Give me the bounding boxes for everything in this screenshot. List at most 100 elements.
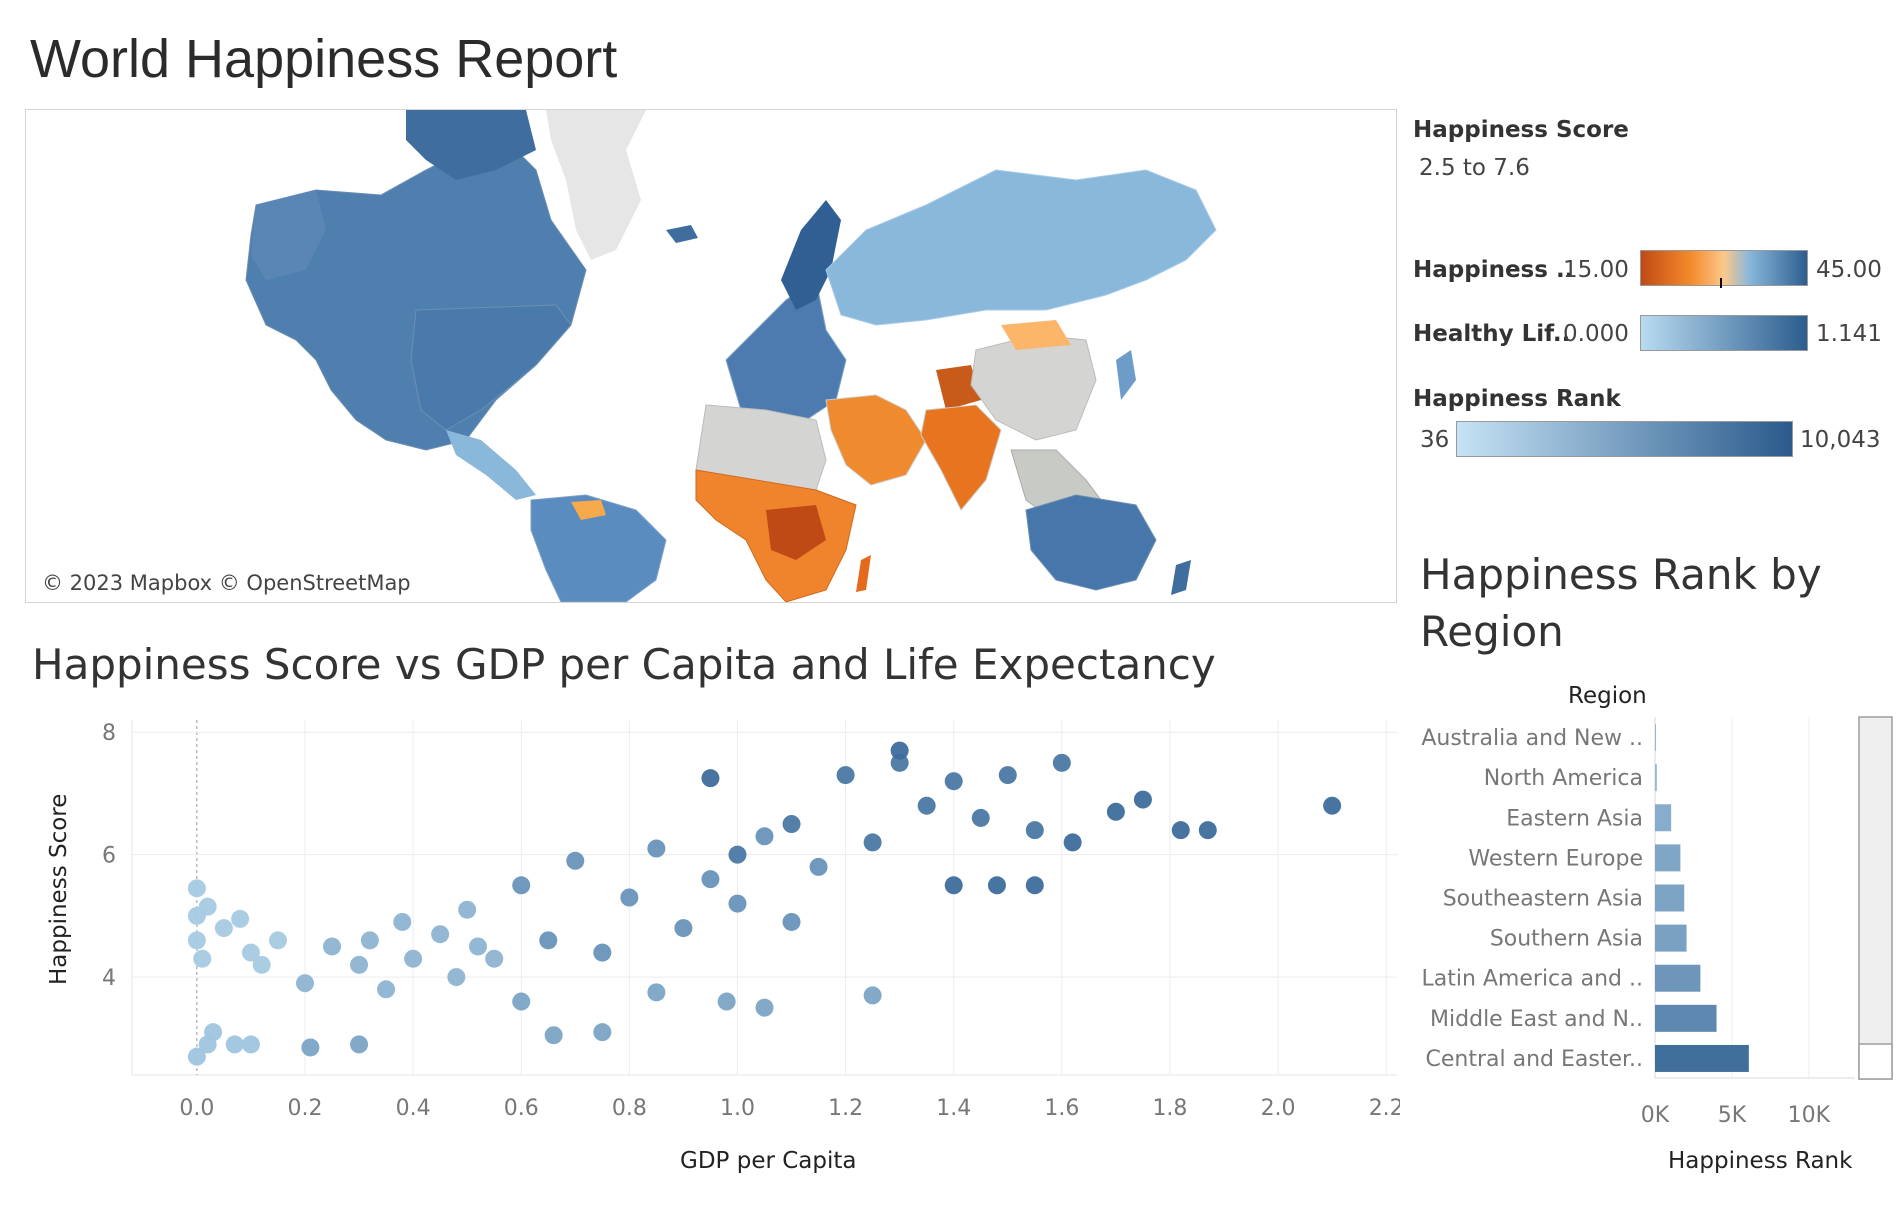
canada-islands-shape[interactable] (406, 110, 536, 180)
scatter-point[interactable] (1063, 833, 1082, 852)
scatter-point[interactable] (1025, 821, 1044, 840)
south-america-shape[interactable] (530, 494, 667, 602)
bar-rect[interactable] (1655, 844, 1681, 872)
scatter-point[interactable] (620, 888, 639, 907)
scatter-point[interactable] (512, 992, 531, 1011)
scatter-point[interactable] (295, 974, 314, 993)
scatter-point[interactable] (566, 851, 585, 870)
afghanistan-shape[interactable] (936, 365, 981, 410)
bar-rect[interactable] (1655, 1004, 1717, 1032)
madagascar-shape[interactable] (856, 555, 871, 592)
scatter-point[interactable] (917, 796, 936, 815)
scatter-point[interactable] (350, 955, 369, 974)
scatter-point[interactable] (214, 919, 233, 938)
scatter-point[interactable] (1323, 796, 1342, 815)
iceland-shape[interactable] (666, 225, 698, 243)
scatter-point[interactable] (1171, 821, 1190, 840)
scatter-point[interactable] (241, 943, 260, 962)
scatter-point[interactable] (755, 998, 774, 1017)
scatter-point[interactable] (782, 815, 801, 834)
scatter-points[interactable] (187, 741, 1342, 1066)
scatter-point[interactable] (187, 879, 206, 898)
scatter-point[interactable] (728, 845, 747, 864)
bar-rect[interactable] (1655, 1044, 1749, 1072)
india-shape[interactable] (920, 404, 1002, 511)
scatter-point[interactable] (268, 931, 287, 950)
scatter-point[interactable] (431, 925, 450, 944)
scatter-point[interactable] (377, 980, 396, 999)
scatter-point[interactable] (987, 876, 1006, 895)
bar-rect[interactable] (1655, 964, 1701, 992)
scatter-point[interactable] (204, 1023, 223, 1042)
scatter-point[interactable] (593, 943, 612, 962)
japan-shape[interactable] (1116, 350, 1136, 400)
scatter-point[interactable] (593, 1023, 612, 1042)
scatter-point[interactable] (187, 1047, 206, 1066)
scatter-point[interactable] (782, 912, 801, 931)
scatter-point[interactable] (225, 1035, 244, 1054)
scatter-plot[interactable]: 0.0 0.2 0.4 0.6 0.8 1.0 1.2 1.4 1.6 1.8 2.0 2.2 4 6 8 (0, 700, 1400, 1190)
scatter-point[interactable] (647, 983, 666, 1002)
scatter-point[interactable] (393, 912, 412, 931)
usa-shape[interactable] (410, 304, 572, 431)
scatter-point[interactable] (323, 937, 342, 956)
scatter-point[interactable] (863, 986, 882, 1005)
scatter-point[interactable] (809, 857, 828, 876)
bar-chart[interactable]: Australia and New .. North America Eastern… (1400, 700, 1900, 1180)
scatter-point[interactable] (701, 769, 720, 788)
bar-rect[interactable] (1655, 764, 1657, 792)
bar-rect[interactable] (1655, 724, 1656, 752)
scatter-point[interactable] (1133, 790, 1152, 809)
scatter-point[interactable] (890, 741, 909, 760)
scatter-point[interactable] (241, 1035, 260, 1054)
scatter-point[interactable] (301, 1038, 320, 1057)
venezuela-shape[interactable] (571, 500, 606, 520)
scatter-point[interactable] (944, 772, 963, 791)
map-canvas[interactable] (26, 110, 1396, 602)
scatter-point[interactable] (350, 1035, 369, 1054)
scandinavia-shape[interactable] (781, 200, 841, 310)
australia-shape[interactable] (1025, 494, 1157, 591)
scatter-point[interactable] (193, 949, 212, 968)
mongolia-shape[interactable] (1001, 320, 1071, 350)
scatter-point[interactable] (539, 931, 558, 950)
scatter-point[interactable] (836, 766, 855, 785)
scatter-point[interactable] (717, 992, 736, 1011)
central-africa-shape[interactable] (766, 505, 826, 560)
scatter-point[interactable] (468, 937, 487, 956)
bar-scrollbar-track[interactable] (1858, 716, 1893, 1080)
scatter-point[interactable] (971, 808, 990, 827)
scatter-point[interactable] (1025, 876, 1044, 895)
scatter-point[interactable] (447, 968, 466, 987)
scatter-point[interactable] (404, 949, 423, 968)
world-map[interactable]: © 2023 Mapbox © OpenStreetMap (25, 109, 1397, 603)
scatter-point[interactable] (944, 876, 963, 895)
scatter-point[interactable] (252, 955, 271, 974)
scatter-point[interactable] (998, 766, 1017, 785)
scatter-point[interactable] (198, 897, 217, 916)
scatter-point[interactable] (863, 833, 882, 852)
north-america-shape[interactable] (245, 139, 587, 451)
scatter-point[interactable] (701, 870, 720, 889)
middle-east-shape[interactable] (825, 394, 927, 486)
scatter-point[interactable] (458, 900, 477, 919)
bar-rect[interactable] (1655, 924, 1687, 952)
scatter-point[interactable] (231, 909, 250, 928)
russia-shape[interactable] (825, 169, 1217, 326)
bar-rect[interactable] (1655, 884, 1685, 912)
scatter-point[interactable] (187, 931, 206, 950)
scatter-point[interactable] (512, 876, 531, 895)
scatter-point[interactable] (728, 894, 747, 913)
bar-rect[interactable] (1655, 804, 1672, 832)
scatter-point[interactable] (360, 931, 379, 950)
scatter-point[interactable] (755, 827, 774, 846)
scatter-point[interactable] (544, 1026, 563, 1045)
scatter-point[interactable] (485, 949, 504, 968)
scatter-point[interactable] (674, 919, 693, 938)
map-credit[interactable]: © 2023 Mapbox © OpenStreetMap (32, 568, 421, 598)
scatter-point[interactable] (1106, 802, 1125, 821)
bar-scrollbar-thumb[interactable] (1858, 1043, 1893, 1080)
new-zealand-shape[interactable] (1171, 560, 1191, 595)
central-america-shape[interactable] (446, 430, 536, 500)
scatter-point[interactable] (1198, 821, 1217, 840)
